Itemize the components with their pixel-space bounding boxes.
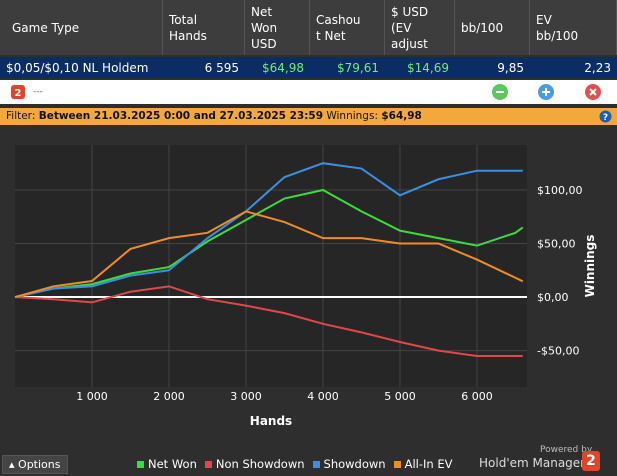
- cell: $64,98: [262, 60, 304, 75]
- cell: $14,69: [407, 60, 449, 75]
- x-tick-label: 2 000: [153, 390, 185, 403]
- legend-item: Showdown: [312, 457, 386, 471]
- filter-range: Between 21.03.2025 0:00 and 27.03.2025 2…: [38, 110, 324, 122]
- filter-winnings: $64,98: [381, 110, 422, 122]
- header-line: bb/100: [461, 20, 504, 35]
- cross: [589, 88, 597, 96]
- legend-item: All-In EV: [393, 457, 453, 471]
- header-line: Cashou: [316, 12, 361, 27]
- legend-swatch: [204, 460, 212, 468]
- column-header[interactable]: Total Hands: [163, 0, 245, 55]
- header-line: USD: [251, 36, 277, 51]
- header-line: adjust: [391, 36, 428, 51]
- x-tick-label: 1 000: [76, 390, 108, 403]
- header-line: bb/100: [536, 28, 579, 43]
- svg-text:?: ?: [603, 113, 608, 123]
- x-tick-label: 3 000: [230, 390, 262, 403]
- y-tick-label: $50,00: [537, 238, 576, 251]
- legend-swatch: [393, 460, 401, 468]
- y-tick-label: $0,00: [537, 291, 569, 304]
- help-button[interactable]: ?: [599, 110, 612, 123]
- options-label: Options: [18, 458, 61, 471]
- series-line: [14, 162, 523, 299]
- toolbar-icons: 2 ---: [11, 84, 601, 100]
- x-tick-label: 4 000: [307, 390, 339, 403]
- table-row[interactable]: $0,05/$0,10 NL Holdem 6 595 $64,98 $79,61 $1…: [0, 57, 617, 78]
- plot-area: [15, 145, 527, 387]
- series-line: [14, 285, 523, 357]
- column-header: Game Type: [0, 0, 163, 55]
- powered-by: Powered by: [540, 445, 593, 455]
- legend-label: Net Won: [148, 457, 197, 471]
- cell: 6 595: [204, 60, 239, 75]
- filter-prefix: Filter:: [6, 110, 36, 122]
- toolbar: 2 ---: [0, 80, 617, 104]
- column-header: EV bb/100: [530, 0, 617, 55]
- footer: ▴ Options Net Won Non Showdown Showdown All…: [0, 445, 617, 476]
- x-tick-label: 5 000: [384, 390, 416, 403]
- minus: [496, 91, 504, 93]
- legend-label: Showdown: [323, 457, 386, 471]
- logo-text: 2: [15, 88, 22, 99]
- legend-label: All-In EV: [404, 457, 453, 471]
- legend-swatch: [137, 460, 144, 468]
- options-button[interactable]: ▴ Options: [2, 455, 68, 474]
- brand-logo: 2: [582, 451, 600, 471]
- series-line: [14, 188, 524, 299]
- chart: 1 000 2 000 3 000 4 000 5 000 6 000 -$50,00 $0,…: [14, 145, 597, 428]
- header-line: $ USD: [391, 4, 429, 19]
- header-line: Hands: [169, 28, 207, 43]
- header-line: t Net: [316, 28, 346, 43]
- legend: Net Won Non Showdown Showdown All-In EV: [137, 457, 452, 471]
- header-line: (EV: [391, 20, 412, 35]
- x-axis-label: Hands: [250, 414, 292, 428]
- legend-label: Non Showdown: [215, 457, 305, 471]
- header-line: Won: [251, 20, 278, 35]
- x-tick-label: 6 000: [461, 390, 493, 403]
- toolbar-title: ---: [33, 87, 43, 97]
- filter-winnings-label: Winnings:: [326, 110, 378, 122]
- header-line: Net: [251, 4, 273, 19]
- legend-swatch: [312, 460, 320, 468]
- cell: 9,85: [497, 60, 524, 75]
- brand: Hold'em Manager: [479, 456, 586, 470]
- logo: [11, 85, 25, 99]
- cell: 2,23: [584, 60, 611, 75]
- header-line: EV: [536, 12, 552, 27]
- legend-item: Non Showdown: [204, 457, 305, 471]
- y-axis-label: Winnings: [583, 235, 597, 298]
- y-tick-label: $100,00: [537, 184, 583, 197]
- cell: $79,61: [337, 60, 379, 75]
- cell: $0,05/$0,10 NL Holdem: [6, 60, 149, 75]
- plus: [542, 88, 550, 96]
- series-line: [14, 210, 524, 299]
- column-header: bb/100: [455, 0, 530, 55]
- table-header: Game Type Total Hands Net Won USD Cashou t Net $…: [0, 0, 617, 55]
- column-header: Cashou t Net: [310, 0, 385, 55]
- legend-item: Net Won: [137, 457, 197, 471]
- filter-bar: Filter: Between 21.03.2025 0:00 and 27.0…: [0, 108, 617, 125]
- column-header: $ USD (EV adjust: [385, 0, 455, 55]
- header-line: Game Type: [12, 20, 80, 35]
- header-line: Total: [169, 12, 198, 27]
- column-header: Net Won USD: [245, 0, 310, 55]
- y-tick-label: -$50,00: [537, 345, 579, 358]
